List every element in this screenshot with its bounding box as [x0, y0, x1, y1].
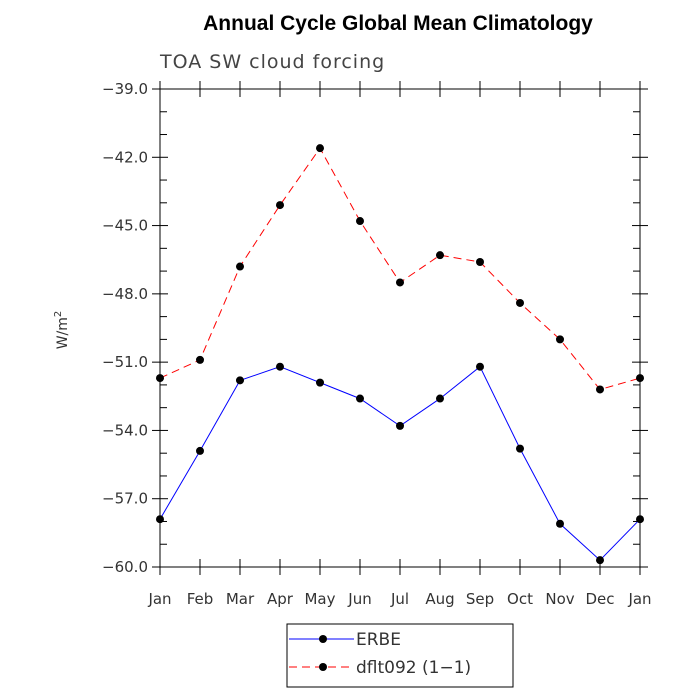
y-tick-labels: −39.0 −42.0 −45.0 −48.0 −51.0 −54.0 −57.0 −60.0: [102, 80, 148, 576]
y-tick-label: −42.0: [102, 148, 148, 166]
x-tick-label: Aug: [425, 590, 454, 608]
y-tick-label: −60.0: [102, 558, 148, 576]
x-tick-label: Jun: [347, 590, 371, 608]
x-tick-label: Jan: [627, 590, 651, 608]
series-1-point: [356, 217, 364, 226]
series-1-point: [556, 335, 564, 344]
x-tick-label: Dec: [585, 590, 614, 608]
y-tick-label: −39.0: [102, 80, 148, 98]
legend: ERBE dflt092 (1−1): [286, 623, 514, 688]
x-tick-label: Jan: [147, 590, 171, 608]
legend-label-erbe: ERBE: [356, 630, 401, 650]
series-1-point: [436, 251, 444, 260]
y-tick-label: −54.0: [102, 421, 148, 439]
x-tick-label: May: [304, 590, 335, 608]
series-1-point: [316, 144, 324, 153]
series-0-point: [556, 519, 564, 528]
series-1-point: [156, 374, 164, 383]
series-1-point: [596, 385, 604, 394]
y-tick-label: −48.0: [102, 285, 148, 303]
y-axis-label: W/m2: [53, 311, 71, 350]
series-0-point: [316, 378, 324, 387]
axis-ticks: [152, 81, 648, 575]
series-0-point: [476, 362, 484, 371]
series-1-point: [276, 201, 284, 210]
x-tick-label: Nov: [545, 590, 574, 608]
x-tick-label: Sep: [466, 590, 494, 608]
legend-marker-erbe: [319, 635, 327, 643]
series-0-point: [516, 444, 524, 453]
y-tick-label: −45.0: [102, 217, 148, 235]
chart-title: Annual Cycle Global Mean Climatology: [203, 12, 593, 35]
series-1-point: [636, 374, 644, 383]
y-tick-label: −51.0: [102, 353, 148, 371]
series-0-point: [436, 394, 444, 403]
y-tick-label: −57.0: [102, 490, 148, 508]
series-0-point: [636, 515, 644, 524]
series-0-point: [156, 515, 164, 524]
series-0-point: [596, 556, 604, 565]
chart-subtitle: TOA SW cloud forcing: [159, 51, 385, 73]
legend-label-dflt092: dflt092 (1−1): [356, 658, 471, 678]
series-1-point: [396, 278, 404, 287]
series-1-point: [196, 355, 204, 364]
series-layer: [156, 144, 644, 565]
series-line-1: [159, 147, 641, 391]
series-0-point: [276, 362, 284, 371]
x-tick-label: Apr: [267, 590, 294, 608]
series-1-point: [236, 262, 244, 271]
legend-box: [286, 623, 514, 688]
series-0-point: [396, 421, 404, 430]
y-axis-label-exponent: 2: [53, 311, 64, 317]
series-1-point: [476, 257, 484, 266]
x-tick-label: Feb: [187, 590, 214, 608]
series-line-0: [159, 365, 641, 561]
y-axis-label-unit: W/m: [55, 317, 71, 349]
legend-marker-dflt092: [319, 663, 327, 671]
series-1-point: [516, 298, 524, 307]
series-0-point: [356, 394, 364, 403]
x-tick-label: Oct: [507, 590, 533, 608]
x-tick-labels: Jan Feb Mar Apr May Jun Jul Aug Sep Oct Nov Dec Jan: [147, 590, 651, 608]
series-0-point: [236, 376, 244, 385]
x-tick-label: Jul: [390, 590, 409, 608]
plot-frame: [159, 88, 641, 568]
series-0-point: [196, 446, 204, 455]
x-tick-label: Mar: [226, 590, 255, 608]
